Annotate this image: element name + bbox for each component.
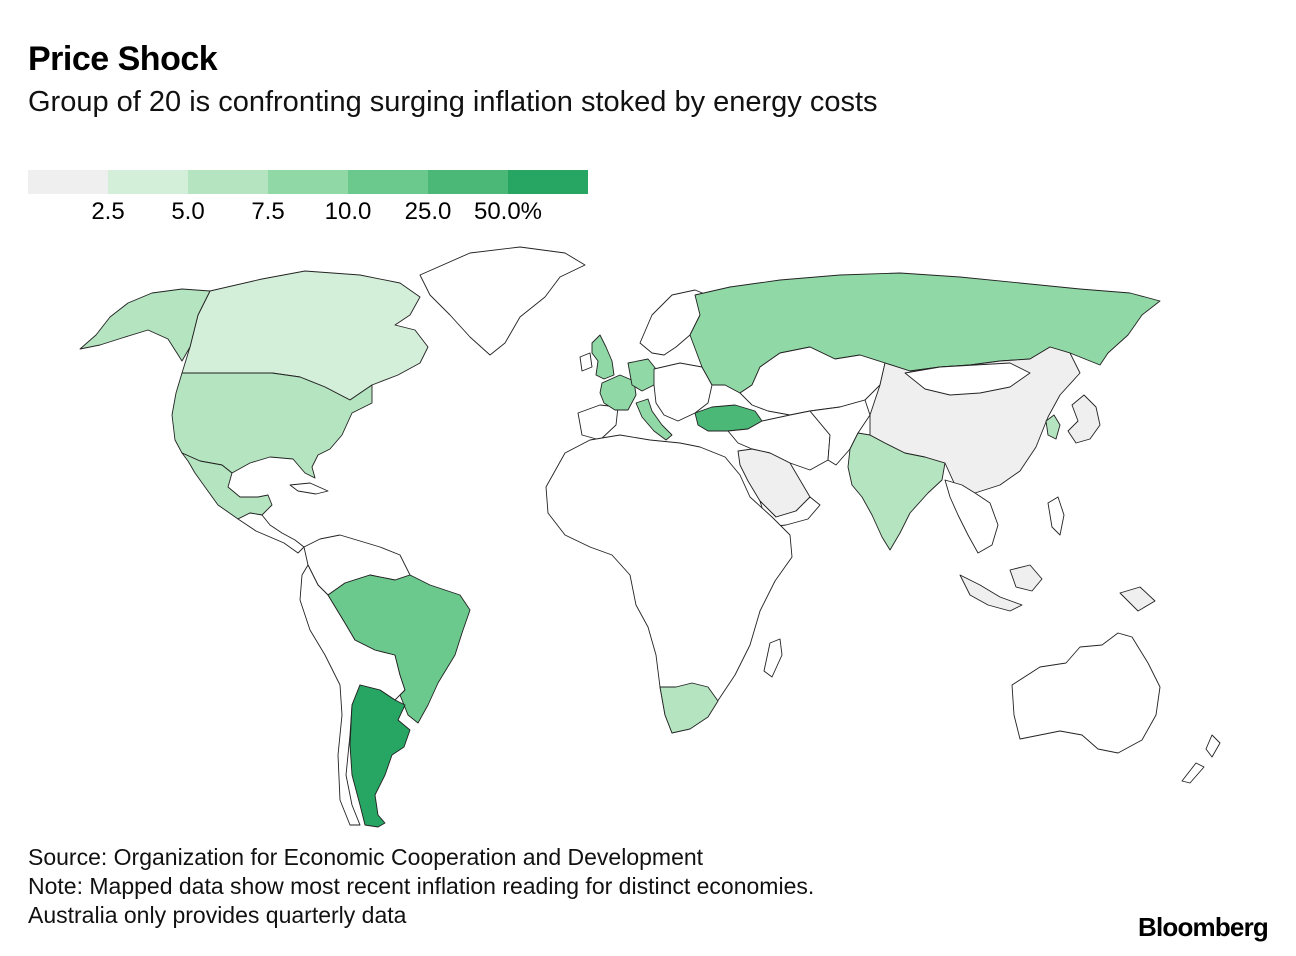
bloomberg-logo: Bloomberg xyxy=(1137,912,1269,942)
country-south-korea xyxy=(1045,414,1061,440)
legend-swatch xyxy=(188,170,268,194)
country-mexico xyxy=(181,452,273,520)
legend-label: 2.5 xyxy=(91,198,125,225)
ireland xyxy=(579,352,593,372)
country-argentina xyxy=(349,684,411,828)
legend: 2.5 5.0 7.5 10.0 25.0 50.0% xyxy=(28,170,588,225)
world-map xyxy=(79,246,1221,828)
central-america xyxy=(237,512,305,554)
southeast-asia xyxy=(944,479,999,554)
country-japan xyxy=(1067,394,1101,444)
country-indonesia xyxy=(959,564,1156,612)
data-note: Note: Mapped data show most recent infla… xyxy=(28,873,815,899)
iberia xyxy=(577,404,619,441)
country-uk xyxy=(591,334,615,380)
legend-swatch xyxy=(428,170,508,194)
country-south-africa xyxy=(659,682,719,734)
legend-color-scale xyxy=(28,170,588,194)
africa xyxy=(545,434,793,734)
legend-label: 5.0 xyxy=(171,198,205,225)
source-note: Source: Organization for Economic Cooper… xyxy=(28,844,704,870)
legend-swatch xyxy=(108,170,188,194)
legend-swatch xyxy=(268,170,348,194)
madagascar xyxy=(763,638,783,678)
chart-title: Price Shock xyxy=(28,40,218,78)
country-italy xyxy=(635,398,673,441)
cuba xyxy=(289,482,329,495)
legend-label: 50.0% xyxy=(473,198,543,225)
legend-label: 7.5 xyxy=(251,198,285,225)
greenland xyxy=(419,246,586,356)
legend-labels: 2.5 5.0 7.5 10.0 25.0 50.0% xyxy=(28,194,588,225)
new-zealand xyxy=(1181,734,1221,784)
country-brazil xyxy=(327,574,471,724)
data-note-australia: Australia only provides quarterly data xyxy=(28,902,407,928)
legend-label: 10.0 xyxy=(324,198,372,225)
legend-swatch xyxy=(28,170,108,194)
country-france xyxy=(599,374,637,411)
chart-subtitle: Group of 20 is confronting surging infla… xyxy=(28,86,878,118)
philippines xyxy=(1047,496,1065,536)
footer-notes: Source: Organization for Economic Cooper… xyxy=(28,843,814,930)
legend-swatch xyxy=(508,170,588,194)
mongolia xyxy=(904,362,1031,396)
country-australia xyxy=(1011,632,1161,754)
country-alaska xyxy=(79,288,211,362)
legend-swatch xyxy=(348,170,428,194)
legend-label: 25.0 xyxy=(404,198,452,225)
